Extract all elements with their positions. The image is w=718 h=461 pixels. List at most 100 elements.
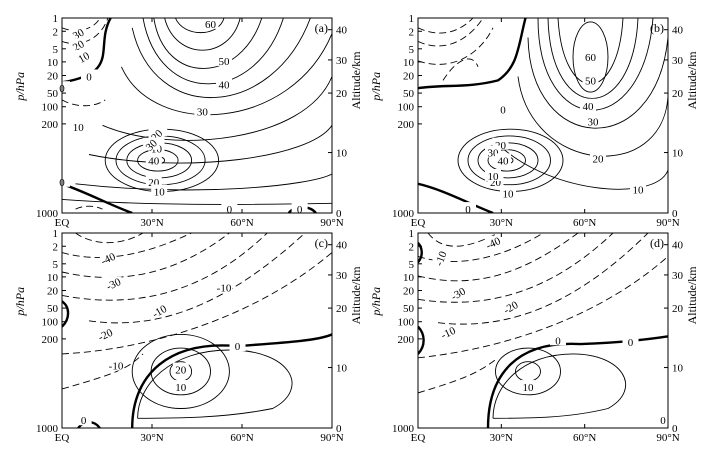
contour-label-bg — [582, 50, 599, 62]
y2-tick-label: 20 — [672, 88, 684, 100]
contour-label: 40 — [148, 155, 160, 167]
y-axis-title: p/hPa — [13, 287, 27, 317]
contour-line — [418, 18, 484, 47]
plot-frame — [417, 17, 669, 214]
panel-b: 60504030201002030401020100EQ30°N60°N90°N… — [369, 13, 699, 229]
contour-label-bg — [75, 50, 92, 62]
contour-label: 10 — [523, 382, 535, 394]
y2-tick-label: 40 — [672, 240, 684, 252]
y-tick-label: 200 — [42, 334, 59, 346]
panel-label: (b) — [650, 21, 664, 35]
contour-label-bg — [99, 251, 116, 264]
y2-tick-label: 20 — [336, 88, 348, 100]
contour-label-bg — [582, 73, 599, 86]
y-tick-label: 1 — [53, 13, 59, 25]
y2-tick-label: 0 — [336, 208, 342, 220]
y2-tick-label: 0 — [336, 423, 342, 435]
contour-label-bg — [194, 104, 211, 117]
contour-line — [437, 233, 649, 325]
y-tick-label: 5 — [409, 44, 415, 56]
y-axis-title: p/hPa — [13, 72, 27, 102]
contour-label-bg — [172, 380, 189, 393]
contour-line — [418, 18, 474, 34]
plot-frame — [61, 17, 333, 214]
contour-line — [418, 233, 614, 303]
contour-label-bg — [108, 358, 124, 371]
contour-label-bg — [450, 286, 466, 299]
contour-line — [75, 205, 103, 210]
contour-group — [62, 233, 332, 428]
contour-label-bg — [105, 276, 122, 289]
contour-label-bg — [432, 251, 449, 264]
contour-label-bg — [172, 362, 189, 375]
y-tick-label: 50 — [47, 88, 59, 100]
y2-tick-label: 0 — [672, 423, 678, 435]
y2-tick-label: 30 — [336, 270, 348, 282]
contour-line — [153, 18, 263, 69]
y-tick-label: 1000 — [392, 208, 415, 220]
contour-label: 0 — [660, 415, 666, 427]
y-tick-label: 2 — [409, 26, 415, 38]
contour-label: -10 — [433, 249, 449, 267]
contour-label: 10 — [175, 382, 187, 394]
contour-label: 60 — [205, 19, 217, 31]
y-tick-label: 100 — [42, 317, 59, 329]
contour-label: 0 — [500, 105, 506, 117]
contour-label-bg — [143, 137, 160, 150]
contour-label: 30 — [588, 116, 600, 128]
contour-label: -20 — [96, 327, 115, 344]
contour-line — [131, 18, 311, 99]
contour-label-bg — [520, 380, 536, 393]
contour-label-bg — [590, 151, 606, 164]
x-tick-label: 30°N — [490, 217, 513, 229]
contour-label-bg — [70, 26, 87, 39]
y2-tick-label: 10 — [672, 363, 684, 375]
contour-label: -40 — [484, 235, 503, 252]
contour-label: 40 — [219, 79, 231, 91]
y-tick-label: 1 — [409, 228, 415, 240]
plot-frame — [417, 232, 669, 429]
x-tick-label: 60°N — [230, 432, 253, 444]
y-tick-label: 50 — [47, 303, 59, 315]
y-tick-label: 50 — [403, 303, 415, 315]
y-tick-label: 200 — [398, 334, 415, 346]
y2-axis-title: Altitude/km — [349, 266, 363, 325]
contour-line — [174, 18, 225, 33]
contour-label: 0 — [297, 204, 303, 216]
contour-line — [418, 182, 494, 213]
contour-label: 30 — [488, 148, 500, 160]
y-tick-label: 5 — [53, 44, 59, 56]
contour-label: -30 — [105, 276, 124, 293]
contour-label-bg — [460, 202, 476, 215]
y2-tick-label: 30 — [672, 270, 684, 282]
contour-group — [418, 18, 668, 213]
contour-line — [62, 233, 230, 278]
x-tick-label: 30°N — [490, 432, 513, 444]
x-tick-label: 90°N — [320, 217, 343, 229]
contour-line — [572, 21, 609, 93]
contour-label-bg — [580, 98, 596, 111]
contour-label-bg — [216, 280, 232, 293]
contour-line — [120, 33, 332, 116]
contour-line — [102, 76, 332, 141]
contour-label: 30 — [197, 107, 209, 119]
contour-label-bg — [495, 102, 511, 115]
contour-line — [547, 18, 639, 99]
contour-line — [62, 233, 268, 301]
contour-label-bg — [148, 128, 165, 140]
contour-label: 10 — [633, 185, 645, 197]
contour-label: 50 — [585, 75, 597, 87]
y-tick-label: 2 — [409, 241, 415, 253]
x-tick-label: 90°N — [656, 432, 679, 444]
contour-line — [62, 18, 109, 44]
contour-group — [418, 233, 668, 428]
contour-label-bg — [70, 120, 87, 133]
contour-line — [418, 325, 425, 355]
contour-label: 0 — [465, 204, 471, 216]
contour-line — [495, 347, 561, 396]
x-tick-label: EQ — [411, 432, 426, 444]
y-tick-label: 100 — [398, 317, 415, 329]
contour-line — [88, 233, 306, 324]
